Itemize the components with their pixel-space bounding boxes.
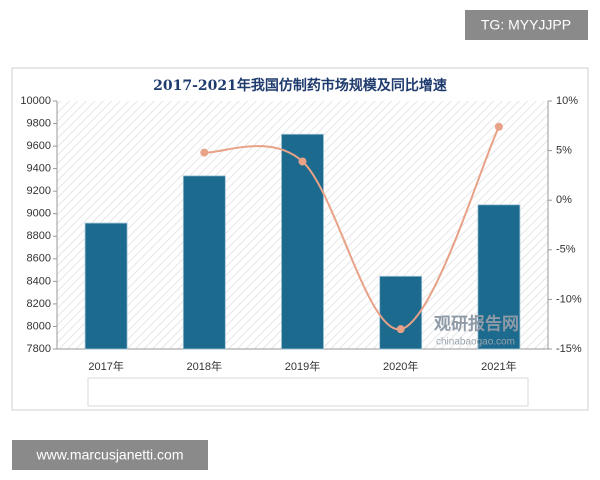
badge-top-text: TG: MYYJJPP bbox=[481, 17, 571, 33]
badge-bottom-text: www.marcusjanetti.com bbox=[35, 447, 183, 463]
y-tick-label: 9000 bbox=[27, 208, 51, 220]
badge-bottom bbox=[12, 440, 208, 470]
y-tick-label: 8200 bbox=[27, 298, 51, 310]
y-tick-label: 8800 bbox=[27, 230, 51, 242]
line-marker bbox=[298, 157, 307, 166]
y2-tick-label: -15% bbox=[556, 343, 582, 355]
x-tick-label: 2019年 bbox=[285, 359, 320, 373]
bar bbox=[84, 222, 128, 350]
y2-tick-label: 0% bbox=[556, 194, 572, 206]
y-tick-label: 8400 bbox=[27, 275, 51, 287]
y2-tick-label: -5% bbox=[556, 244, 576, 256]
badge-top bbox=[465, 10, 588, 40]
y-tick-label: 9400 bbox=[27, 163, 51, 175]
y-tick-label: 7800 bbox=[27, 343, 51, 355]
watermark-brand: 观研报告网 bbox=[433, 313, 519, 333]
x-tick-label: 2017年 bbox=[88, 359, 123, 373]
x-tick-label: 2021年 bbox=[481, 359, 516, 373]
y-tick-label: 9600 bbox=[27, 140, 51, 152]
line-marker bbox=[200, 148, 209, 157]
x-tick-label: 2018年 bbox=[187, 359, 222, 373]
line bbox=[204, 126, 500, 331]
y-tick-label: 9200 bbox=[27, 185, 51, 197]
y2-tick-label: 10% bbox=[556, 95, 578, 107]
plot: 7800 8000 8200 8400 8600 8800 9000 9200 9400 9600… bbox=[20, 95, 581, 398]
y2-tick-label: -10% bbox=[556, 293, 582, 305]
chart-title: 2017-2021年我国仿制药市场规模及同比增速 bbox=[153, 77, 447, 94]
bar bbox=[281, 133, 324, 350]
watermark-url: chinabaogao.com bbox=[436, 337, 515, 348]
x-tick-label: 2020年 bbox=[383, 359, 418, 373]
y-tick-label: 9800 bbox=[27, 117, 51, 129]
y-tick-label: 8600 bbox=[27, 253, 51, 265]
y-tick-label: 8000 bbox=[27, 320, 51, 332]
line-marker bbox=[494, 122, 503, 131]
line-marker bbox=[396, 325, 405, 334]
y-tick-label: 10000 bbox=[20, 95, 51, 107]
bar bbox=[379, 275, 423, 350]
bar bbox=[182, 175, 226, 350]
y2-tick-label: 5% bbox=[556, 145, 572, 157]
bar bbox=[477, 204, 521, 350]
legend-box bbox=[87, 377, 529, 407]
